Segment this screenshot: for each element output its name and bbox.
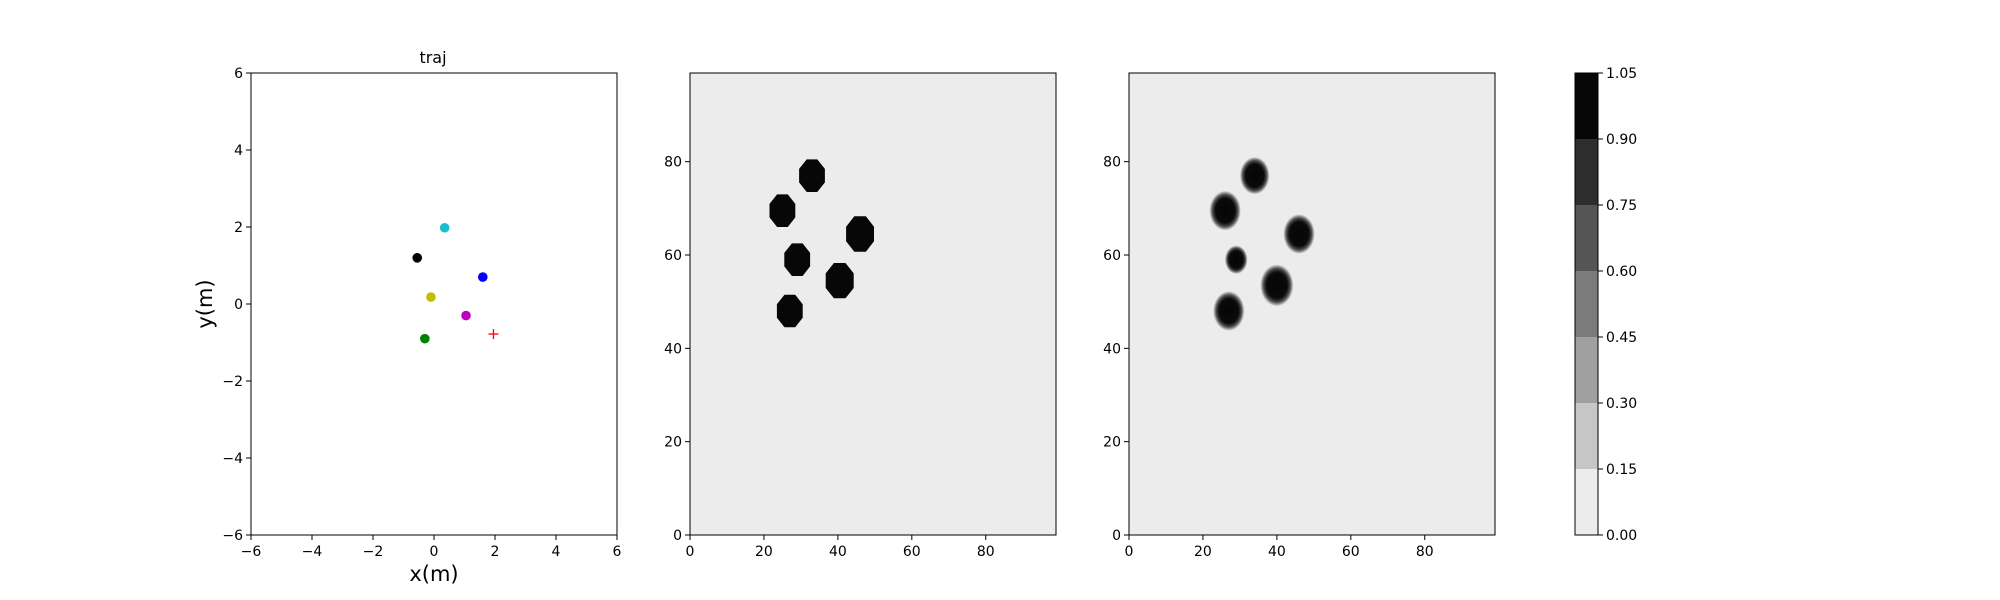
heatmap-2-background [1129, 73, 1495, 535]
heatmap-2-x-tick-label: 40 [1268, 544, 1286, 560]
heatmap-2-y-ticks: 0 20 40 60 80 [1103, 155, 1129, 544]
heatmap-1-blobs [769, 159, 874, 328]
traj-x-tick-label: −4 [302, 544, 323, 560]
heatmap-2-frame [1128, 72, 1496, 536]
colorbar-frame [1574, 72, 1599, 536]
heatmap-2-blob [1224, 245, 1248, 274]
heatmap-1-blob [799, 159, 825, 192]
heatmap-2-y-tick-label: 20 [1103, 435, 1121, 451]
traj-y-tick-label: −4 [222, 451, 243, 467]
colorbar-ticks: 0.00 0.15 0.30 0.45 0.60 0.75 0.90 1.05 [1598, 66, 1637, 544]
heatmap-1-x-tick-label: 0 [686, 544, 695, 560]
scatter-point-plus [488, 329, 499, 340]
traj-y-tick-label: −2 [222, 374, 243, 390]
traj-x-tick-label: 0 [430, 544, 439, 560]
traj-points [412, 222, 499, 344]
heatmap-2-x-tick-label: 60 [1342, 544, 1360, 560]
heatmap-1-y-tick-label: 60 [664, 248, 682, 264]
scatter-point [478, 272, 488, 282]
scatter-point [426, 292, 436, 302]
heatmap-1-x-tick-label: 20 [755, 544, 773, 560]
heatmap-1-y-ticks: 0 20 40 60 80 [664, 155, 690, 544]
colorbar-tick-label: 0.00 [1606, 528, 1637, 544]
heatmap-2-x-tick-label: 80 [1416, 544, 1434, 560]
traj-y-ticks: −6 −4 −2 0 2 4 6 [222, 66, 251, 544]
scatter-point [439, 222, 450, 233]
colorbar-band [1575, 205, 1598, 271]
colorbar-tick-label: 0.60 [1606, 264, 1637, 280]
heatmap-1-blob [784, 243, 811, 276]
traj-y-tick-label: −6 [222, 528, 243, 544]
heatmap-2-blob [1283, 214, 1315, 254]
traj-x-tick-label: −2 [363, 544, 384, 560]
traj-chart-title: traj [419, 48, 446, 67]
traj-scatter-panel: traj −6 −4 −2 0 2 4 6 −6 −4 −2 0 2 4 6 x(m) y(m) [193, 48, 622, 586]
heatmap-2-x-tick-label: 0 [1125, 544, 1134, 560]
traj-y-axis-label: y(m) [193, 279, 217, 328]
heatmap-1-blob [769, 194, 796, 227]
traj-x-axis-label: x(m) [409, 562, 458, 586]
heatmap-2-blob [1213, 291, 1245, 331]
heatmap-1-blob [776, 294, 803, 328]
scatter-point [420, 333, 430, 344]
heatmap-panel-1: 0 20 40 60 80 0 20 40 60 80 [664, 72, 1057, 560]
heatmap-1-x-tick-label: 40 [829, 544, 847, 560]
colorbar-band [1575, 403, 1598, 469]
heatmap-1-x-ticks: 0 20 40 60 80 [686, 535, 995, 560]
colorbar-band [1575, 271, 1598, 337]
traj-x-tick-label: −6 [241, 544, 262, 560]
traj-x-tick-label: 6 [613, 544, 622, 560]
traj-y-tick-label: 2 [234, 220, 243, 236]
scatter-point [461, 310, 471, 321]
heatmap-2-y-tick-label: 80 [1103, 155, 1121, 171]
colorbar-bands [1575, 73, 1598, 535]
heatmap-2-y-tick-label: 0 [1112, 528, 1121, 544]
traj-x-ticks: −6 −4 −2 0 2 4 6 [241, 535, 622, 560]
heatmap-1-x-tick-label: 60 [903, 544, 921, 560]
heatmap-2-blobs [1209, 156, 1315, 331]
colorbar-band [1575, 73, 1598, 139]
traj-y-tick-label: 4 [234, 143, 243, 159]
colorbar-tick-label: 0.90 [1606, 132, 1637, 148]
scatter-point [412, 252, 423, 263]
heatmap-panel-2: 0 20 40 60 80 0 20 40 60 80 [1103, 72, 1496, 560]
heatmap-2-y-tick-label: 40 [1103, 341, 1121, 357]
heatmap-1-frame [689, 72, 1057, 536]
traj-x-tick-label: 4 [552, 544, 561, 560]
heatmap-1-blob [825, 263, 854, 299]
heatmap-1-background [690, 73, 1056, 535]
colorbar: 0.00 0.15 0.30 0.45 0.60 0.75 0.90 1.05 [1574, 66, 1637, 544]
colorbar-band [1575, 337, 1598, 403]
heatmap-2-x-ticks: 0 20 40 60 80 [1125, 535, 1434, 560]
heatmap-1-y-tick-label: 0 [673, 528, 682, 544]
heatmap-1-y-tick-label: 40 [664, 341, 682, 357]
heatmap-2-blob [1260, 264, 1294, 307]
colorbar-tick-label: 1.05 [1606, 66, 1637, 82]
colorbar-band [1575, 469, 1598, 535]
heatmap-1-y-tick-label: 80 [664, 155, 682, 171]
traj-plot-area [251, 73, 617, 535]
colorbar-tick-label: 0.75 [1606, 198, 1637, 214]
colorbar-tick-label: 0.15 [1606, 462, 1637, 478]
colorbar-tick-label: 0.45 [1606, 330, 1637, 346]
traj-x-tick-label: 2 [491, 544, 500, 560]
traj-y-tick-label: 0 [234, 297, 243, 313]
heatmap-2-x-tick-label: 20 [1194, 544, 1212, 560]
heatmap-1-blob [846, 216, 874, 252]
heatmap-2-y-tick-label: 60 [1103, 248, 1121, 264]
colorbar-tick-label: 0.30 [1606, 396, 1637, 412]
colorbar-band [1575, 139, 1598, 205]
traj-y-tick-label: 6 [234, 66, 243, 82]
heatmap-1-x-tick-label: 80 [977, 544, 995, 560]
heatmap-1-y-tick-label: 20 [664, 435, 682, 451]
heatmap-2-blob [1239, 156, 1270, 195]
heatmap-2-blob [1209, 190, 1241, 231]
